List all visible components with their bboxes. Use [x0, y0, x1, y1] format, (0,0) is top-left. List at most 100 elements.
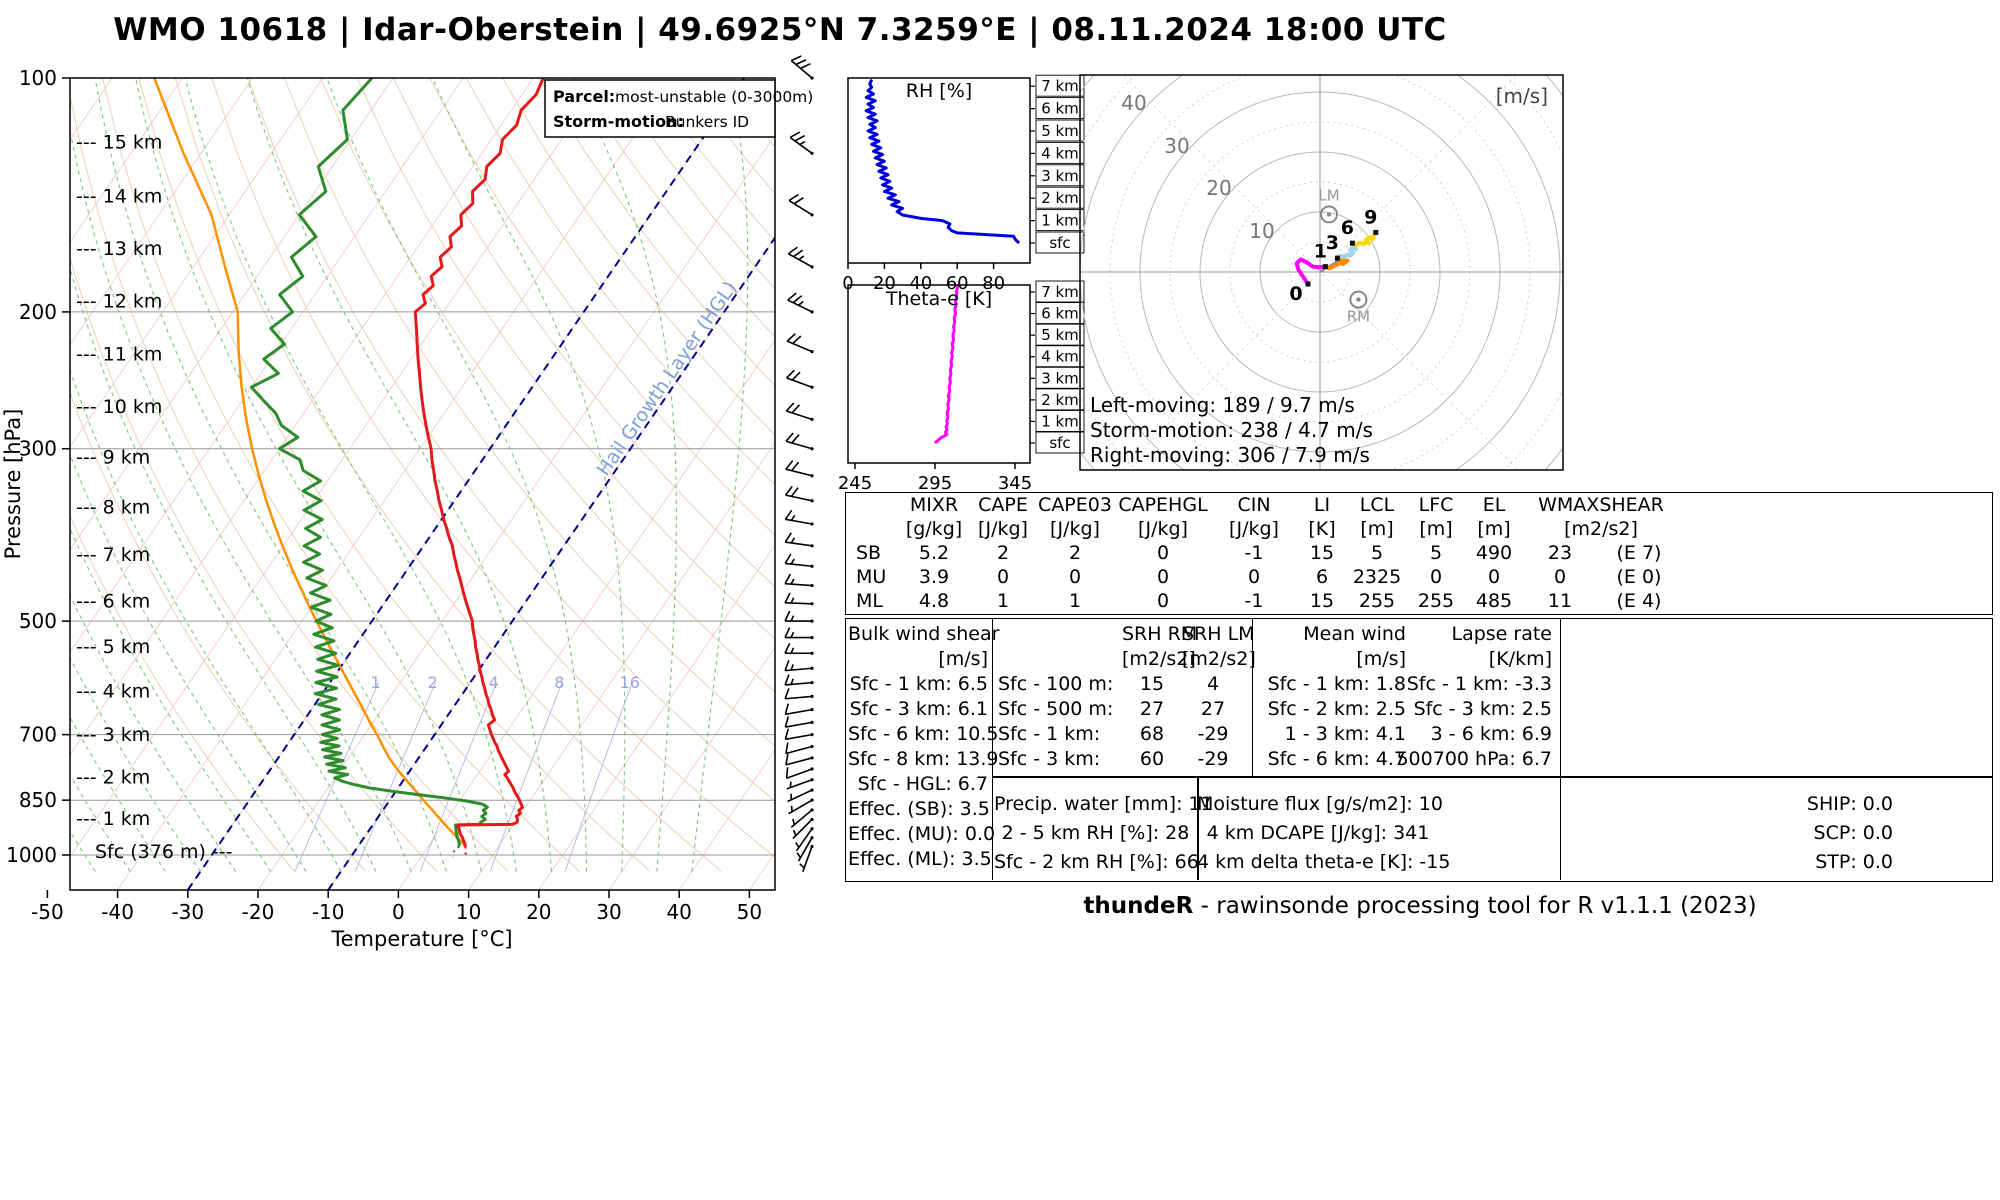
indices-unit: [J/kg]	[1138, 518, 1188, 540]
height-tick-label: 6 km	[1041, 305, 1079, 323]
divider	[1197, 776, 1199, 880]
lapse-row: 500700 hPa: 6.7	[1396, 748, 1552, 770]
srh-lm-value: 4	[1206, 673, 1220, 695]
srh-rm-value: 60	[1139, 748, 1165, 770]
indices-header: CAPE03	[1038, 494, 1112, 516]
indices-effective-value: (E 7)	[1616, 542, 1662, 564]
height-tick-label: 4 km	[1041, 144, 1079, 162]
indices-header: EL	[1482, 494, 1506, 516]
misc2-row: Moisture flux [g/s/m2]: 10	[1197, 793, 1443, 815]
indices-header: LI	[1313, 494, 1331, 516]
pressure-tick-label: 200	[19, 300, 57, 324]
page-title: WMO 10618 | Idar-Oberstein | 49.6925°N 7…	[113, 12, 1447, 48]
srh-rm-value: 27	[1139, 698, 1165, 720]
lapse-title: Lapse rate	[1451, 623, 1552, 645]
x-axis-title: Temperature [°C]	[330, 927, 512, 951]
ring-label: 10	[1249, 219, 1274, 243]
indices-value: -1	[1244, 590, 1264, 612]
trace-segment	[1335, 241, 1358, 261]
indices-unit: [J/kg]	[1229, 518, 1279, 540]
temp-tick-label: -10	[312, 900, 345, 924]
ring-label: 30	[1164, 134, 1189, 158]
skewt-background	[70, 78, 775, 890]
mixing-ratio-label: 2	[428, 673, 438, 692]
height-label: --- 14 km	[76, 185, 162, 207]
legend-parcel-value: most-unstable (0-3000m)	[615, 88, 813, 106]
skewt-legend: Parcel: most-unstable (0-3000m) Storm-moti…	[544, 79, 813, 138]
height-label: --- 10 km	[76, 396, 162, 418]
srh-panel: SRH RM SRH LM [m2/s2] [m2/s2] Sfc - 100 m: 15…	[994, 622, 1256, 772]
meanwind-title: [m/s]	[1356, 648, 1406, 670]
misc2-row: 4 km delta theta-e [K]: -15	[1197, 851, 1451, 873]
indices-unit: [J/kg]	[978, 518, 1028, 540]
temp-tick-label: 40	[666, 900, 691, 924]
indices-value: 485	[1475, 590, 1513, 612]
indices-unit: [J/kg]	[1050, 518, 1100, 540]
height-tick-label: 4 km	[1041, 348, 1079, 366]
footer: thundeR - rawinsonde processing tool for…	[845, 893, 1995, 919]
height-label: --- 6 km	[76, 591, 150, 613]
indices-value: 5.2	[918, 542, 950, 564]
srh-row-label: Sfc - 500 m:	[998, 698, 1114, 720]
indices-value: 5	[1429, 542, 1443, 564]
temperature-curve	[413, 78, 545, 847]
rh-tick-label: 40	[909, 273, 932, 294]
rm-marker	[1349, 290, 1368, 309]
indices-value: 3.9	[918, 566, 950, 588]
indices-header: LFC	[1418, 494, 1454, 516]
trace-segment	[1323, 256, 1350, 271]
height-tick-label: 7 km	[1041, 77, 1079, 95]
mixing-ratio-label: 4	[489, 673, 499, 692]
pressure-tick-label: 300	[19, 437, 57, 461]
rh-panel: RH [%] 0 20 40 60 80 7 km 6 km 5 km 4 km 3 km 2 km 1…	[842, 74, 1085, 294]
indices-row-label: MU	[856, 566, 887, 588]
lapse-row: Sfc - 1 km: -3.3	[1406, 673, 1552, 695]
rh-title: RH [%]	[906, 80, 972, 102]
thetae-tick-label: 345	[998, 473, 1032, 494]
lapse-row: 3 - 6 km: 6.9	[1430, 723, 1552, 745]
height-tick-label: 5 km	[1041, 122, 1079, 140]
pressure-tick-label: 850	[19, 788, 57, 812]
indices-value: 1	[1068, 590, 1082, 612]
divider	[991, 776, 1992, 778]
trace-segment	[1294, 257, 1328, 286]
srh-lm-value: 27	[1200, 698, 1226, 720]
composite-indices-panel: SHIP: 0.0 SCP: 0.0 STP: 0.0	[1560, 790, 1993, 877]
shear-row: Effec. (ML): 3.5	[848, 848, 992, 870]
sounding-profiles	[153, 78, 545, 857]
indices-value: 4.8	[918, 590, 950, 612]
ring-label: 40	[1121, 91, 1146, 115]
meanwind-row: 1 - 3 km: 4.1	[1284, 723, 1406, 745]
indices-value: -1	[1244, 542, 1264, 564]
ring-label: 20	[1206, 176, 1231, 200]
indices-value: 0	[1247, 566, 1261, 588]
srh-lm-value: -29	[1197, 748, 1229, 770]
height-label: --- 5 km	[76, 636, 150, 658]
legend-storm-label: Storm-motion:	[553, 112, 684, 131]
height-label: --- 9 km	[76, 447, 150, 469]
shear-title: [m/s]	[938, 648, 988, 670]
indices-table: MIXR CAPE CAPE03 CAPEHGL CIN LI LCL LFC EL WMAXSH…	[845, 492, 1993, 615]
indices-value: 0	[1429, 566, 1443, 588]
srh-lm-value: -29	[1197, 723, 1229, 745]
indices-value: 15	[1309, 542, 1335, 564]
footer-text: - rawinsonde processing tool for R v1.1.…	[1193, 893, 1757, 919]
indices-value: 5	[1370, 542, 1384, 564]
indices-value: 255	[1358, 590, 1396, 612]
shear-title: Bulk wind shear	[848, 623, 1000, 645]
height-tick-label: 2 km	[1041, 189, 1079, 207]
indices-header: CAPEHGL	[1118, 494, 1208, 516]
indices-value: 0	[996, 566, 1010, 588]
corner-cell	[994, 647, 1122, 672]
rm-label: RM	[1347, 308, 1370, 326]
height-tick-label: 5 km	[1041, 326, 1079, 344]
rh-tick-label: 20	[873, 273, 896, 294]
trace-height-label: 3	[1326, 232, 1339, 254]
dewpoint-curve	[249, 78, 489, 847]
indices-value: 0	[1156, 590, 1170, 612]
divider	[991, 619, 993, 880]
shear-row: Sfc - HGL: 6.7	[857, 773, 988, 795]
hodograph-frame: [m/s] Left-moving: 189 / 9.7 m/sStorm-mot…	[1079, 74, 1564, 471]
temp-tick-label: -20	[242, 900, 275, 924]
divider	[1559, 619, 1561, 880]
